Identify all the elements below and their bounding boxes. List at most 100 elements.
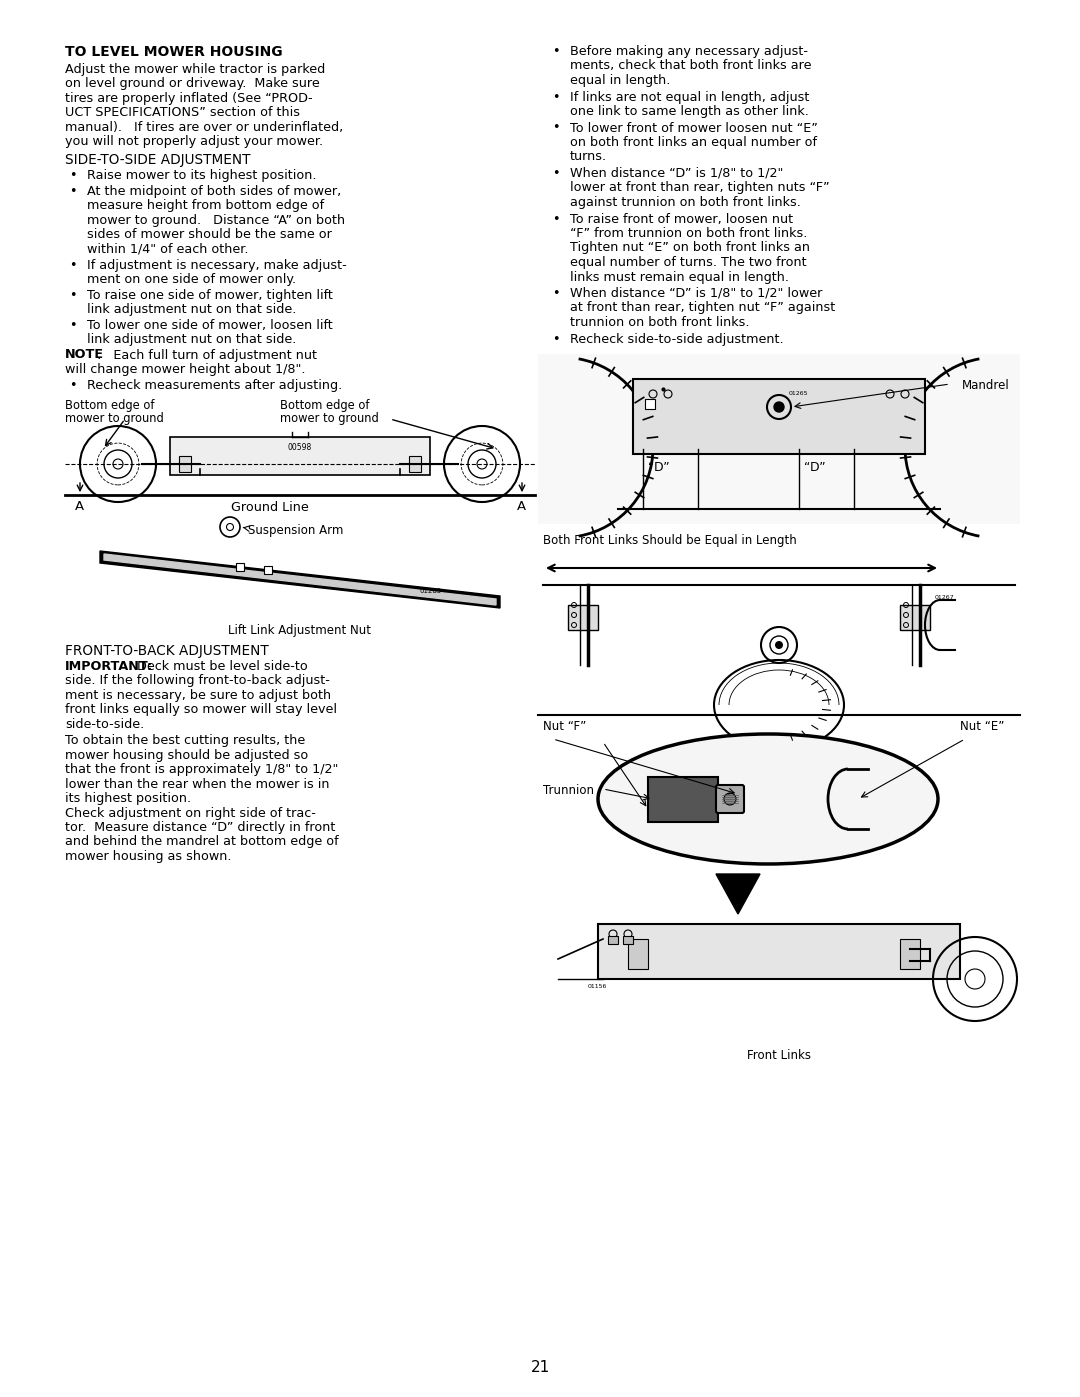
Text: ments, check that both front links are: ments, check that both front links are bbox=[570, 60, 811, 73]
Bar bbox=[170, 437, 430, 475]
Text: •: • bbox=[69, 379, 77, 391]
Text: link adjustment nut on that side.: link adjustment nut on that side. bbox=[87, 332, 296, 346]
Text: Trunnion: Trunnion bbox=[543, 784, 594, 798]
Text: At the midpoint of both sides of mower,: At the midpoint of both sides of mower, bbox=[87, 184, 341, 198]
Text: 00598: 00598 bbox=[288, 443, 312, 453]
Text: “D”: “D” bbox=[648, 461, 670, 474]
Text: •: • bbox=[69, 184, 77, 198]
Text: sides of mower should be the same or: sides of mower should be the same or bbox=[87, 229, 332, 242]
Text: Ground Line: Ground Line bbox=[231, 502, 309, 514]
Text: mower housing should be adjusted so: mower housing should be adjusted so bbox=[65, 749, 308, 761]
Text: lower than the rear when the mower is in: lower than the rear when the mower is in bbox=[65, 778, 329, 791]
Text: IMPORTANT:: IMPORTANT: bbox=[65, 659, 153, 672]
Text: 01265: 01265 bbox=[789, 391, 809, 395]
Text: mower to ground: mower to ground bbox=[280, 412, 379, 425]
Text: •: • bbox=[552, 91, 559, 103]
Text: Recheck side-to-side adjustment.: Recheck side-to-side adjustment. bbox=[570, 332, 784, 345]
Bar bbox=[645, 400, 654, 409]
Text: measure height from bottom edge of: measure height from bottom edge of bbox=[87, 200, 324, 212]
Bar bbox=[237, 563, 244, 571]
Text: equal in length.: equal in length. bbox=[570, 74, 671, 87]
Text: •: • bbox=[552, 122, 559, 134]
Text: To obtain the best cutting results, the: To obtain the best cutting results, the bbox=[65, 733, 306, 747]
Text: at front than rear, tighten nut “F” against: at front than rear, tighten nut “F” agai… bbox=[570, 302, 835, 314]
Text: •: • bbox=[552, 286, 559, 300]
Bar bbox=[608, 936, 618, 944]
Text: manual).   If tires are over or underinflated,: manual). If tires are over or underinfla… bbox=[65, 122, 343, 134]
Text: “F” from trunnion on both front links.: “F” from trunnion on both front links. bbox=[570, 226, 808, 240]
Bar bbox=[598, 923, 960, 979]
Text: will change mower height about 1/8".: will change mower height about 1/8". bbox=[65, 363, 306, 376]
Bar bbox=[900, 605, 930, 630]
Text: equal number of turns. The two front: equal number of turns. The two front bbox=[570, 256, 807, 270]
Text: on both front links an equal number of: on both front links an equal number of bbox=[570, 136, 816, 149]
Text: A: A bbox=[75, 500, 84, 513]
Text: •: • bbox=[69, 289, 77, 302]
Text: •: • bbox=[552, 332, 559, 345]
Text: •: • bbox=[69, 169, 77, 183]
Text: side-to-side.: side-to-side. bbox=[65, 718, 145, 731]
Text: you will not properly adjust your mower.: you will not properly adjust your mower. bbox=[65, 136, 323, 148]
Text: UCT SPECIFICATIONS” section of this: UCT SPECIFICATIONS” section of this bbox=[65, 106, 300, 120]
Text: mower to ground: mower to ground bbox=[65, 412, 164, 425]
Text: Before making any necessary adjust-: Before making any necessary adjust- bbox=[570, 45, 808, 59]
Text: To raise one side of mower, tighten lift: To raise one side of mower, tighten lift bbox=[87, 289, 333, 302]
Text: tor.  Measure distance “D” directly in front: tor. Measure distance “D” directly in fr… bbox=[65, 821, 336, 834]
Text: trunnion on both front links.: trunnion on both front links. bbox=[570, 316, 750, 330]
Text: TO LEVEL MOWER HOUSING: TO LEVEL MOWER HOUSING bbox=[65, 45, 283, 59]
Text: •: • bbox=[552, 212, 559, 225]
Text: its highest position.: its highest position. bbox=[65, 792, 191, 805]
Text: Adjust the mower while tractor is parked: Adjust the mower while tractor is parked bbox=[65, 63, 325, 75]
Bar bbox=[623, 936, 633, 944]
Text: ment is necessary, be sure to adjust both: ment is necessary, be sure to adjust bot… bbox=[65, 689, 332, 701]
Text: Bottom edge of: Bottom edge of bbox=[280, 400, 369, 412]
Text: lower at front than rear, tighten nuts “F”: lower at front than rear, tighten nuts “… bbox=[570, 182, 829, 194]
Text: To raise front of mower, loosen nut: To raise front of mower, loosen nut bbox=[570, 212, 793, 225]
Text: Bottom edge of: Bottom edge of bbox=[65, 400, 154, 412]
Text: When distance “D” is 1/8" to 1/2" lower: When distance “D” is 1/8" to 1/2" lower bbox=[570, 286, 822, 300]
Text: •: • bbox=[552, 168, 559, 180]
Text: Deck must be level side-to: Deck must be level side-to bbox=[137, 659, 308, 672]
Text: Mandrel: Mandrel bbox=[962, 379, 1010, 393]
Text: turns.: turns. bbox=[570, 151, 607, 163]
Text: 01285: 01285 bbox=[420, 588, 442, 594]
Text: •: • bbox=[69, 258, 77, 271]
Polygon shape bbox=[716, 875, 760, 914]
Text: To lower front of mower loosen nut “E”: To lower front of mower loosen nut “E” bbox=[570, 122, 818, 134]
Text: Check adjustment on right side of trac-: Check adjustment on right side of trac- bbox=[65, 806, 315, 820]
Text: NOTE: NOTE bbox=[65, 348, 104, 362]
Text: that the front is approximately 1/8" to 1/2": that the front is approximately 1/8" to … bbox=[65, 763, 338, 775]
Text: against trunnion on both front links.: against trunnion on both front links. bbox=[570, 196, 801, 210]
Ellipse shape bbox=[598, 733, 939, 863]
Text: ment on one side of mower only.: ment on one side of mower only. bbox=[87, 272, 296, 286]
Text: 01156: 01156 bbox=[588, 983, 607, 989]
Text: tires are properly inflated (See “PROD-: tires are properly inflated (See “PROD- bbox=[65, 92, 312, 105]
Circle shape bbox=[774, 402, 784, 412]
Bar bbox=[264, 566, 272, 574]
Text: When distance “D” is 1/8" to 1/2": When distance “D” is 1/8" to 1/2" bbox=[570, 168, 783, 180]
Bar bbox=[409, 455, 421, 472]
Bar bbox=[538, 353, 1020, 524]
Text: Tighten nut “E” on both front links an: Tighten nut “E” on both front links an bbox=[570, 242, 810, 254]
Text: •: • bbox=[69, 319, 77, 331]
Text: •: • bbox=[552, 45, 559, 59]
Text: To lower one side of mower, loosen lift: To lower one side of mower, loosen lift bbox=[87, 319, 333, 331]
Text: Lift Link Adjustment Nut: Lift Link Adjustment Nut bbox=[229, 624, 372, 637]
Text: within 1/4" of each other.: within 1/4" of each other. bbox=[87, 243, 248, 256]
Polygon shape bbox=[104, 555, 496, 605]
Bar bbox=[568, 605, 598, 630]
Text: Recheck measurements after adjusting.: Recheck measurements after adjusting. bbox=[87, 379, 342, 391]
Text: “D”: “D” bbox=[804, 461, 825, 474]
Polygon shape bbox=[100, 550, 500, 608]
Text: :   Each full turn of adjustment nut: : Each full turn of adjustment nut bbox=[97, 348, 318, 362]
Text: Front Links: Front Links bbox=[747, 1049, 811, 1062]
Bar bbox=[900, 939, 920, 970]
Text: one link to same length as other link.: one link to same length as other link. bbox=[570, 105, 809, 117]
Text: Raise mower to its highest position.: Raise mower to its highest position. bbox=[87, 169, 316, 183]
Text: side. If the following front-to-back adjust-: side. If the following front-to-back adj… bbox=[65, 673, 329, 687]
Text: mower to ground.   Distance “A” on both: mower to ground. Distance “A” on both bbox=[87, 214, 346, 226]
Text: 01267: 01267 bbox=[935, 595, 955, 599]
Bar bbox=[179, 455, 191, 472]
Circle shape bbox=[775, 641, 783, 650]
Text: link adjustment nut on that side.: link adjustment nut on that side. bbox=[87, 303, 296, 316]
